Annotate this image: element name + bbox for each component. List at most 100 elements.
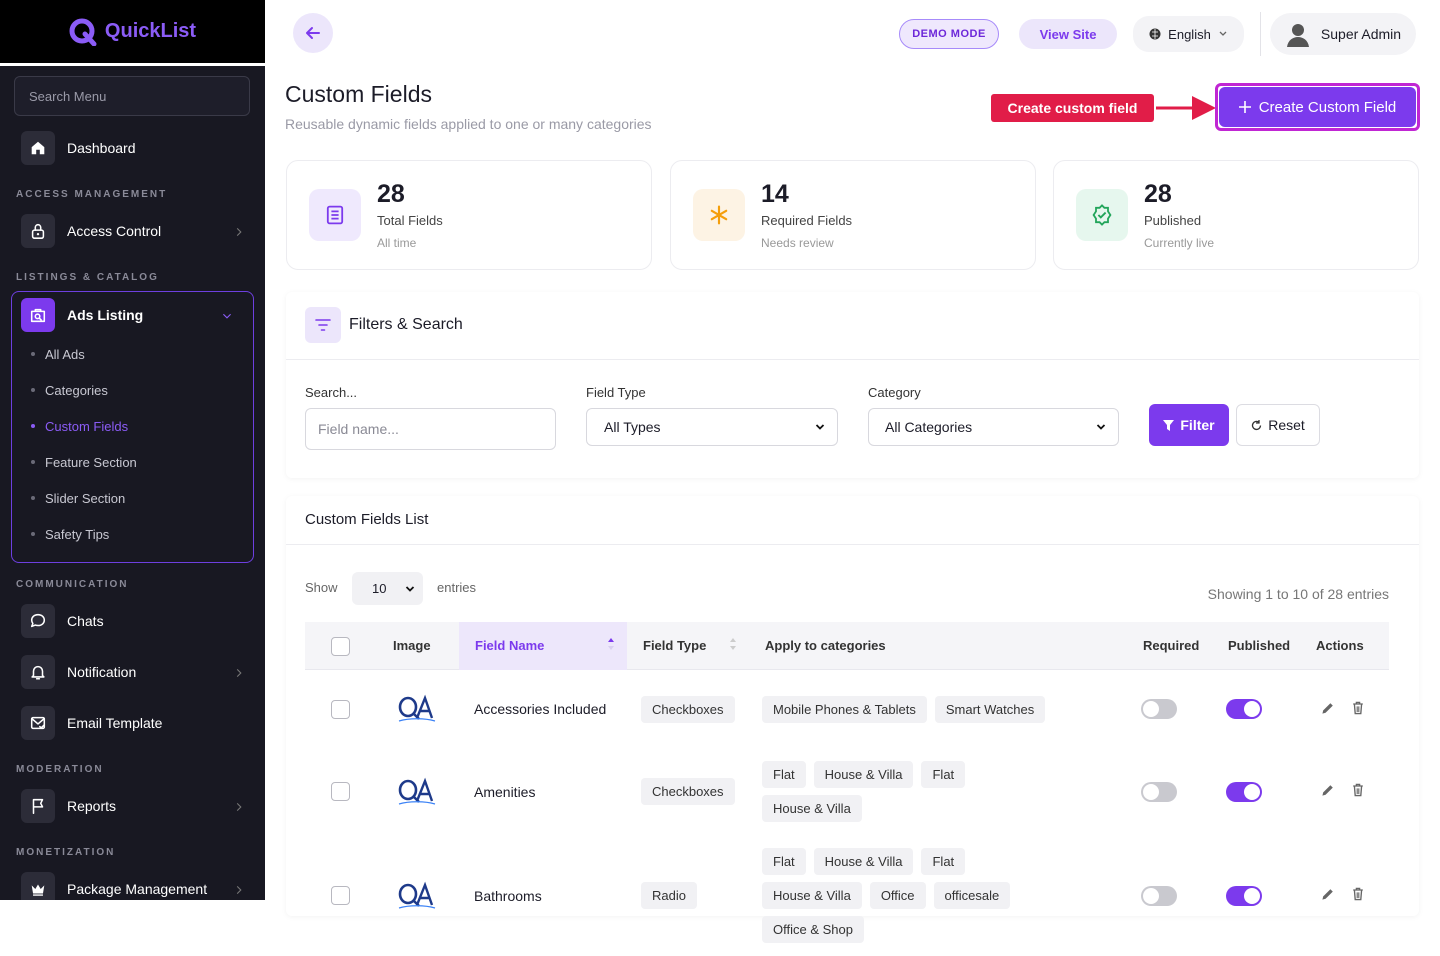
menu-item[interactable]: Chats (0, 595, 265, 646)
edit-button[interactable] (1320, 700, 1336, 719)
delete-button[interactable] (1350, 782, 1366, 801)
filter-icon-box (305, 307, 341, 343)
filters-panel: Filters & Search Search... Field name...… (286, 292, 1419, 478)
row-checkbox[interactable] (331, 886, 350, 905)
category-select[interactable]: All Categories (868, 408, 1119, 446)
brand-name: QuickList (104, 20, 197, 42)
submenu-item[interactable]: Slider Section (12, 480, 253, 516)
page-size: 10 (372, 581, 387, 596)
column-header: Actions (1316, 638, 1364, 653)
category-tag: Flat (921, 761, 966, 788)
menu-arrow (233, 800, 245, 816)
back-button[interactable] (293, 13, 333, 53)
menu-arrow (233, 666, 245, 682)
category-tag: Flat (921, 848, 966, 875)
published-toggle[interactable] (1226, 885, 1262, 906)
checkbox-cell (305, 699, 381, 719)
select-all-checkbox[interactable] (331, 637, 350, 656)
required-toggle[interactable] (1141, 699, 1177, 719)
column-header[interactable]: Field Name (475, 638, 545, 653)
field-type-label: Field Type (586, 385, 646, 400)
category-tag: House & Villa (762, 795, 862, 822)
filter-button[interactable]: Filter (1149, 404, 1229, 446)
category-tag: House & Villa (762, 882, 862, 909)
submenu-item[interactable]: All Ads (12, 336, 253, 372)
row-checkbox[interactable] (331, 782, 350, 801)
menu-icon (21, 213, 55, 248)
field-type-select[interactable]: All Types (586, 408, 838, 446)
menu-item[interactable]: Ads Listing (12, 292, 253, 338)
field-name: Accessories Included (474, 701, 607, 717)
search-label: Search... (305, 385, 358, 400)
required-toggle[interactable] (1141, 885, 1177, 906)
category-value: All Categories (885, 419, 973, 435)
checkbox-cell (305, 782, 381, 801)
menu-item[interactable]: Package Management (0, 863, 265, 900)
page-size-select[interactable]: 10 (352, 572, 423, 605)
menu-item[interactable]: Email Template (0, 697, 265, 748)
actions-cell (1320, 782, 1390, 801)
sort-icon (608, 638, 614, 650)
submenu-item[interactable]: Feature Section (12, 444, 253, 480)
menu-arrow (233, 225, 245, 241)
menu-icon (21, 705, 55, 740)
menu-search[interactable]: Search Menu (14, 76, 250, 116)
search-placeholder: Field name... (318, 421, 399, 437)
arrow-icon (236, 802, 242, 811)
submenu-item[interactable]: Categories (12, 372, 253, 408)
name-cell: Bathrooms (474, 888, 641, 904)
create-button[interactable]: Create Custom Field (1219, 87, 1416, 127)
column-header: Published (1228, 638, 1291, 653)
stat-value: 28 (1144, 180, 1172, 208)
menu-item[interactable]: Reports (0, 780, 265, 831)
back-icon (306, 27, 320, 39)
type-cell: Checkboxes (641, 695, 762, 723)
view-site-button[interactable]: View Site (1019, 19, 1117, 49)
language-selector[interactable]: English (1133, 16, 1244, 52)
edit-button[interactable] (1320, 886, 1336, 905)
submenu-item[interactable]: Custom Fields (12, 408, 253, 444)
icon (1092, 204, 1112, 226)
icon (31, 223, 45, 239)
published-toggle[interactable] (1226, 699, 1262, 719)
search-input[interactable]: Field name... (305, 408, 556, 450)
menu-item[interactable]: Access Control (0, 205, 265, 256)
sidebar: QuickList Search Menu Dashboard ACCESS MA… (0, 0, 265, 900)
avatar (1286, 24, 1309, 47)
menu-arrow (233, 883, 245, 899)
submenu-item[interactable]: Safety Tips (12, 516, 253, 552)
column-header: Required (1143, 638, 1200, 653)
stat-label: Published (1144, 213, 1202, 228)
chevron (815, 424, 825, 430)
edit-icon (1322, 889, 1333, 900)
brand[interactable]: QuickList (0, 0, 265, 66)
published-toggle[interactable] (1226, 781, 1262, 802)
callout: Create custom field (991, 94, 1154, 122)
published-cell (1226, 885, 1320, 906)
menu-item[interactable]: Dashboard (0, 122, 265, 173)
category-tag: Flat (762, 761, 806, 788)
menu-arrow (221, 309, 233, 325)
sorted-column (459, 622, 627, 670)
reset-button[interactable]: Reset (1236, 404, 1320, 446)
row-checkbox[interactable] (331, 699, 350, 719)
column-header[interactable]: Field Type (643, 638, 707, 653)
name-cell: Accessories Included (474, 701, 641, 717)
entries-label: entries (437, 580, 477, 595)
menu-label: Reports (67, 797, 117, 814)
required-toggle[interactable] (1141, 781, 1177, 802)
menu-label: Access Control (67, 222, 162, 239)
table-row: Accessories Included Checkboxes Mobile Pho… (305, 670, 1389, 748)
arrow-icon (236, 227, 242, 236)
menu-item[interactable]: Notification (0, 646, 265, 697)
callout-arrow (1156, 96, 1216, 120)
arrow-icon (236, 668, 242, 677)
user-menu[interactable]: Super Admin (1270, 13, 1416, 55)
menu-label: Notification (67, 663, 137, 680)
filter-icon (315, 319, 331, 331)
edit-button[interactable] (1320, 782, 1336, 801)
icon (31, 884, 45, 896)
table-row: Amenities Checkboxes Flat House & Villa Flat… (305, 748, 1389, 835)
delete-button[interactable] (1350, 700, 1366, 719)
delete-button[interactable] (1350, 886, 1366, 905)
